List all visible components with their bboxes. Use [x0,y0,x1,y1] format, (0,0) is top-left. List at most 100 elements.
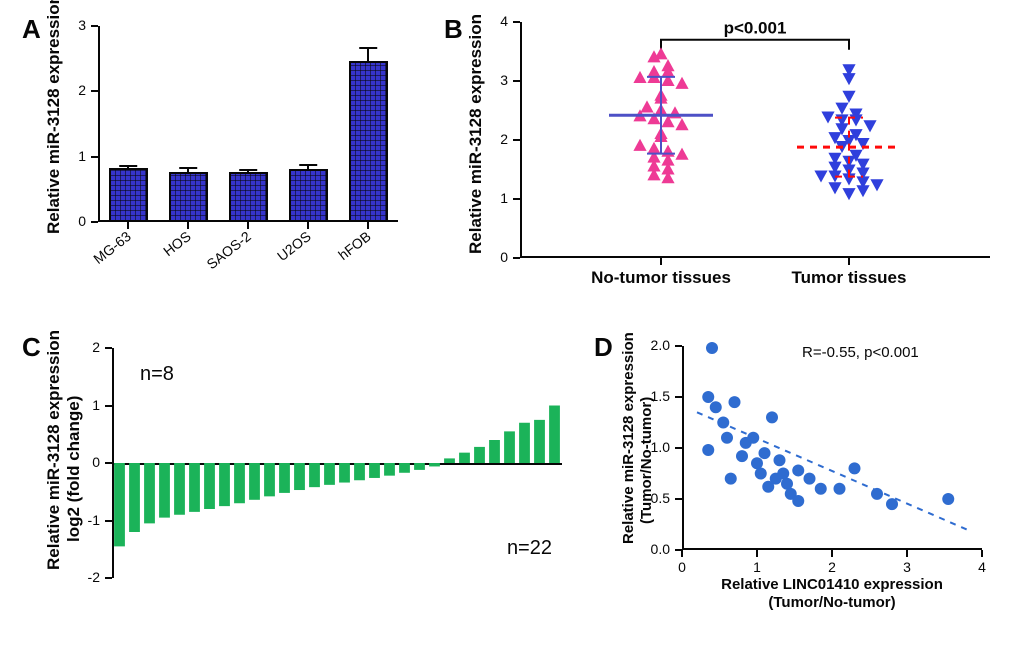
panel-a-ytick [91,25,98,27]
panel-b-xtick [660,258,662,265]
panel-c-ytick-label: -2 [70,569,100,585]
panel-a-bar-body [169,172,208,222]
panel-d-ytick-label: 2.0 [636,337,670,353]
panel-d-ytick-label: 0.5 [636,490,670,506]
panel-a-cat-label: hFOB [335,228,374,263]
panel-b-ytick-label: 1 [478,190,508,206]
panel-d-point [871,488,883,500]
panel-d-point [792,495,804,507]
panel-c-bar [294,463,305,490]
panel-b-ytick [513,139,520,141]
panel-a-xtick [247,222,249,229]
panel-a-bar-body [289,169,328,222]
panel-d-xtick-label: 4 [972,559,992,575]
panel-d-point [942,493,954,505]
panel-c-letter: C [22,332,41,363]
panel-a-errorbar-cap [119,165,137,167]
panel-c-ylabel: Relative miR-3128 expression [44,330,64,570]
panel-a-bar [349,26,388,222]
panel-d-xtick-label: 1 [747,559,767,575]
panel-d-stats: R=-0.55, p<0.001 [802,344,919,361]
panel-d: D Relative miR-3128 expression(Tumor/No-… [602,332,1002,632]
panel-d-point [755,468,767,480]
panel-a-xtick [367,222,369,229]
panel-a-bar [229,26,268,222]
panel-b-point [842,73,855,85]
panel-c-bar [189,463,200,512]
panel-b-sig-label: p<0.001 [724,19,787,38]
panel-d-ytick-label: 1.0 [636,439,670,455]
panel-a-errorbar-cap [239,169,257,171]
panel-b-point [675,77,688,89]
panel-d-svg [682,346,982,550]
panel-d-point [766,411,778,423]
panel-a-errorbar-cap [179,167,197,169]
panel-a-ytick-label: 1 [56,148,86,164]
panel-a-bar-body [349,61,388,222]
panel-a-xtick [127,222,129,229]
panel-c-plot: -2-1012 n=8 n=22 [112,348,562,578]
panel-b-point [835,103,848,115]
panel-c-bar [174,463,185,515]
panel-c-bar [399,463,410,473]
panel-c-bar [414,463,425,470]
panel-d-point [774,454,786,466]
panel-b-ytick-label: 3 [478,72,508,88]
panel-a-errorbar [367,48,369,60]
panel-d-point [759,447,771,459]
panel-a-bar-body [109,168,148,222]
panel-d-point [706,342,718,354]
panel-a-ytick [91,90,98,92]
panel-c-bar [504,431,515,463]
panel-c-bar [429,463,440,466]
panel-a-ytick [91,156,98,158]
panel-c-bar [234,463,245,503]
panel-a-yaxis [98,26,100,222]
panel-b-point [640,100,653,112]
panel-d-point [834,483,846,495]
panel-c-bar [354,463,365,480]
panel-d-point [804,473,816,485]
panel-d-letter: D [594,332,613,363]
panel-a-ytick-label: 3 [56,17,86,33]
panel-c-bar [534,420,545,463]
panel-c-bar [309,463,320,487]
panel-c-ytick [105,462,112,464]
panel-b: B Relative miR-3128 expression p<0.001 0… [444,16,1004,306]
panel-c-bar [384,463,395,476]
panel-a-plot: 0123 [98,26,398,222]
panel-c-ytick [105,520,112,522]
panel-b-ytick-label: 0 [478,249,508,265]
panel-d-point [849,462,861,474]
panel-c-bar [549,406,560,464]
panel-c-bar [144,463,155,523]
panel-b-point [633,139,646,151]
panel-d-point [886,498,898,510]
panel-a-bar [289,26,328,222]
panel-c-bar [369,463,380,478]
panel-b-point [633,71,646,83]
panel-a-cat-label: MG-63 [90,228,134,267]
panel-c-bar [264,463,275,496]
panel-a-ylabel: Relative miR-3128 expression [44,0,64,234]
panel-b-group-label: No-tumor tissues [591,268,731,288]
panel-c-svg [112,348,562,578]
panel-d-xtick [756,550,758,557]
panel-c-bar [249,463,260,500]
panel-d-xtick [831,550,833,557]
panel-d-ytick-label: 0.0 [636,541,670,557]
panel-a-xtick [307,222,309,229]
panel-d-ytick-label: 1.5 [636,388,670,404]
panel-c-bar [339,463,350,483]
panel-b-ytick [513,80,520,82]
panel-c-bar [219,463,230,506]
panel-b-point [870,179,883,191]
panel-a-ytick [91,221,98,223]
panel-b-point [842,188,855,200]
panel-d-xtick-label: 0 [672,559,692,575]
panel-d-xtick [981,550,983,557]
panel-b-group-label: Tumor tissues [792,268,907,288]
panel-b-plot: p<0.001 01234 [520,22,990,258]
panel-b-ytick-label: 2 [478,131,508,147]
panel-b-point [863,120,876,132]
